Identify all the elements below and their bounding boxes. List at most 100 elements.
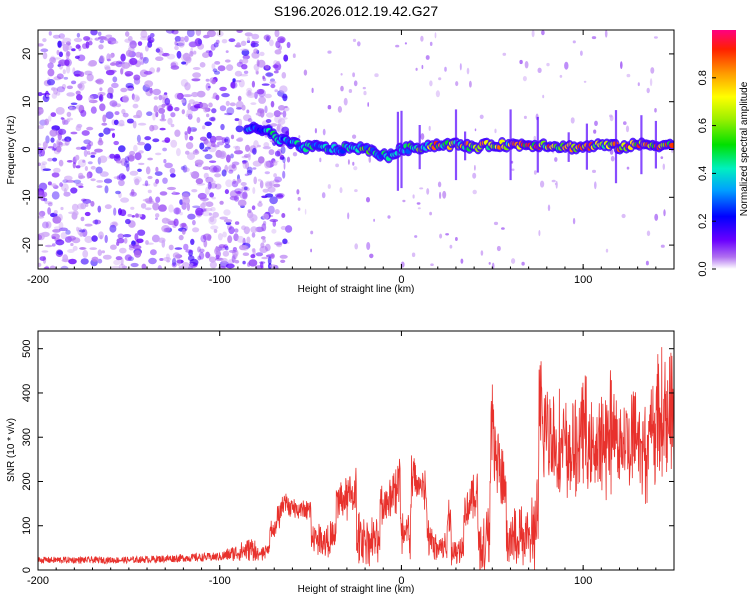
x-tick-label: 100: [574, 575, 592, 587]
noise-blob: [115, 60, 123, 68]
noise-blob: [189, 41, 197, 48]
noise-blob: [282, 110, 287, 118]
noise-blob: [91, 235, 98, 242]
noise-blob: [123, 237, 128, 244]
noise-blob: [109, 69, 117, 73]
noise-blob: [142, 56, 149, 64]
noise-blob: [264, 160, 271, 169]
noise-blob: [292, 152, 298, 157]
noise-blob: [412, 194, 415, 199]
noise-blob: [572, 40, 576, 44]
noise-blob: [47, 181, 52, 186]
noise-blob: [38, 43, 44, 47]
noise-blob: [86, 143, 92, 150]
noise-blob: [90, 154, 96, 158]
noise-blob: [227, 235, 233, 244]
noise-blob: [208, 50, 213, 58]
noise-blob: [80, 216, 85, 222]
noise-blob: [147, 189, 152, 194]
noise-blob: [52, 57, 62, 60]
x-tick-label: 0: [398, 575, 404, 587]
noise-blob: [158, 237, 166, 243]
noise-blob: [169, 167, 176, 174]
noise-blob: [151, 234, 160, 243]
noise-blob: [97, 249, 103, 256]
noise-blob: [321, 192, 326, 199]
noise-blob: [149, 124, 155, 132]
noise-blob: [58, 128, 67, 135]
noise-blob: [140, 203, 147, 209]
noise-blob: [229, 190, 239, 198]
noise-blob: [244, 173, 249, 177]
noise-blob: [51, 147, 57, 151]
noise-blob: [267, 256, 272, 265]
noise-blob: [270, 83, 276, 89]
noise-blob: [105, 34, 113, 38]
noise-blob: [52, 34, 61, 39]
noise-blob: [58, 33, 65, 39]
noise-blob: [94, 148, 103, 153]
noise-blob: [200, 197, 209, 201]
noise-blob: [174, 35, 182, 42]
noise-blob: [96, 180, 104, 183]
noise-blob: [185, 113, 190, 118]
noise-blob: [71, 48, 76, 52]
noise-blob: [204, 121, 212, 127]
noise-blob: [510, 258, 516, 264]
noise-blob: [120, 53, 126, 62]
noise-blob: [80, 258, 89, 265]
noise-blob: [363, 90, 367, 96]
noise-blob: [66, 111, 72, 117]
noise-blob: [51, 243, 56, 247]
noise-blob: [609, 114, 613, 118]
noise-blob: [625, 125, 630, 133]
y-tick-label: 10: [21, 96, 33, 108]
noise-blob: [97, 205, 102, 213]
ridge-vertical-streak: [418, 125, 421, 170]
noise-blob: [192, 219, 196, 226]
noise-blob: [626, 166, 630, 170]
noise-blob: [55, 239, 65, 246]
noise-blob: [86, 73, 94, 82]
noise-blob: [208, 102, 213, 108]
noise-blob: [258, 200, 262, 203]
noise-blob: [101, 250, 106, 254]
noise-blob: [214, 61, 221, 65]
noise-blob: [83, 149, 88, 157]
snr-x-ticks: -200 -100 0 100: [27, 331, 675, 587]
noise-blob: [256, 59, 260, 67]
noise-blob: [238, 118, 243, 127]
noise-blob: [180, 36, 185, 42]
noise-blob: [49, 57, 57, 64]
noise-blob: [474, 128, 477, 132]
noise-blob: [219, 216, 228, 220]
noise-blob: [222, 231, 227, 238]
noise-blob: [51, 172, 60, 178]
noise-blob: [176, 50, 182, 59]
noise-blob: [298, 135, 301, 139]
noise-blob: [101, 122, 108, 126]
colorbar-tick-label: 0.0: [697, 261, 709, 276]
noise-blob: [75, 146, 82, 150]
noise-blob: [176, 92, 184, 100]
noise-blob: [229, 102, 236, 107]
noise-blob: [132, 94, 140, 103]
noise-blob: [174, 40, 178, 46]
noise-blob: [47, 202, 53, 207]
noise-blob: [164, 137, 171, 144]
noise-blob: [660, 244, 665, 248]
noise-blob: [41, 191, 48, 198]
colorbar-label: Normalized spectral amplitude: [739, 81, 750, 216]
noise-blob: [205, 251, 211, 259]
noise-blob: [460, 258, 464, 264]
ridge-vertical-streak: [654, 120, 657, 169]
noise-blob: [49, 265, 56, 269]
noise-blob: [261, 195, 268, 199]
noise-blob: [129, 57, 138, 66]
noise-blob: [52, 229, 61, 233]
snr-panel: -200 -100 0 100 0 100 200 300 400 500 Height of …: [6, 330, 675, 595]
noise-blob: [310, 248, 312, 253]
noise-blob: [63, 76, 69, 80]
noise-blob: [374, 73, 379, 78]
noise-blob: [214, 247, 221, 256]
